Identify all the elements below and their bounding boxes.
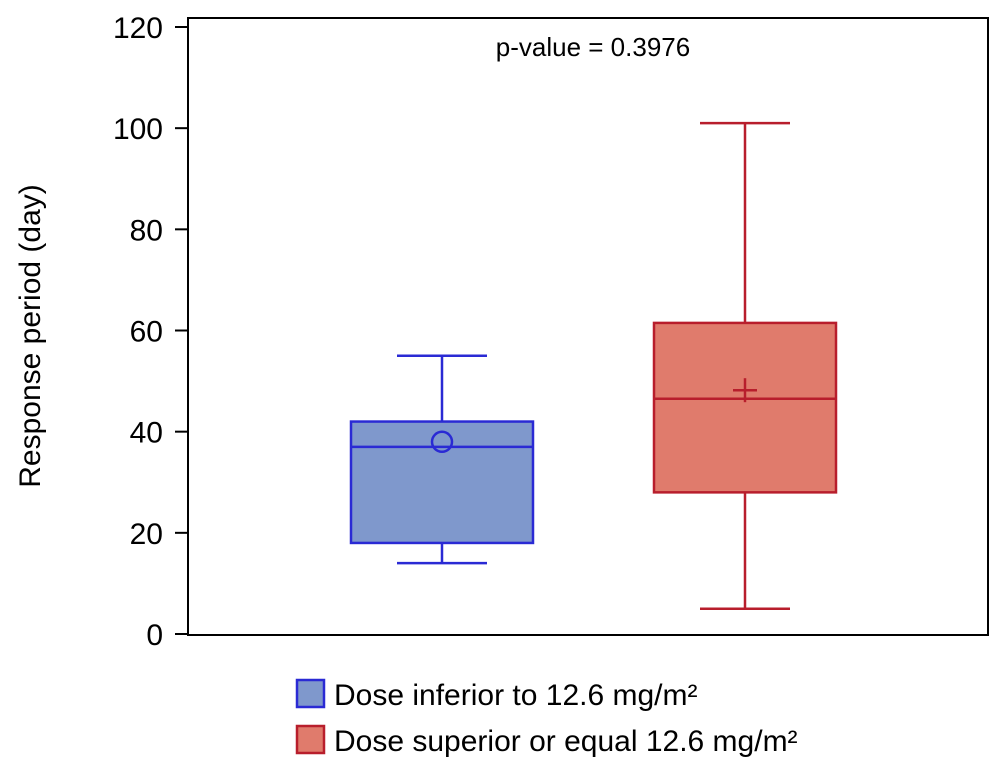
legend-label-1: Dose inferior to 12.6 mg/m² [334,679,697,712]
iqr-box [652,321,838,494]
y-tick-label: 100 [113,113,163,146]
iqr-box [349,420,535,545]
y-tick-label: 20 [130,518,163,551]
y-tick-label: 0 [146,619,163,652]
y-tick-label: 120 [113,12,163,45]
y-axis-title: Response period (day) [14,184,47,488]
y-tick-label: 40 [130,417,163,450]
y-tick-label: 60 [130,316,163,349]
mean-marker-circle [430,430,454,454]
legend-swatch-2 [295,724,326,755]
p-value-annotation: p-value = 0.3976 [496,32,690,62]
legend-swatch-1 [295,678,326,709]
box-2 [652,121,838,610]
box-1 [349,354,535,565]
legend-label-2: Dose superior or equal 12.6 mg/m² [334,725,798,758]
boxes [349,121,838,610]
legend: Dose inferior to 12.6 mg/m² Dose superior… [295,678,798,758]
y-tick-label: 80 [130,214,163,247]
y-axis: 0 20 40 60 80 100 120 [113,12,188,652]
plot-frame [187,17,989,636]
